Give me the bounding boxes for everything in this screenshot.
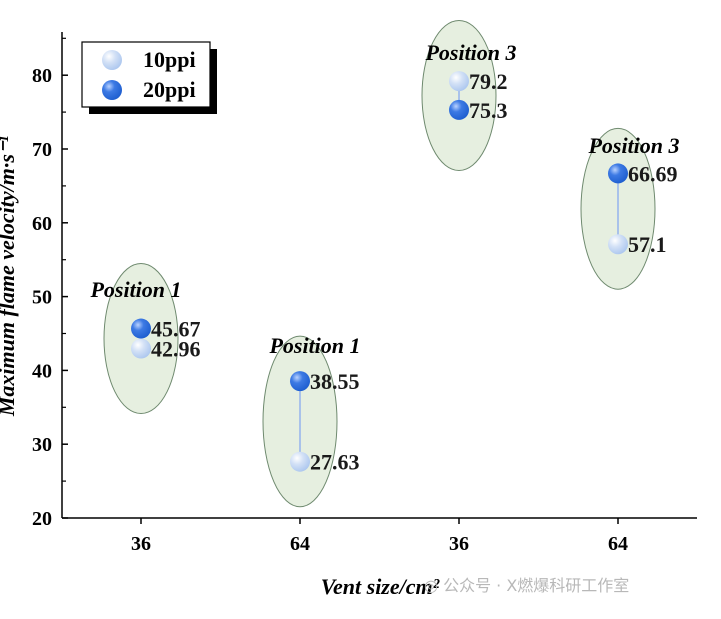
legend-layer: 10ppi 20ppi bbox=[81, 41, 217, 114]
axes-layer: 20 30 40 50 60 70 80 36 64 36 64 Vent size/cm² Maxim… bbox=[0, 32, 697, 599]
wechat-icon: ◎ bbox=[424, 576, 438, 595]
point-10ppi bbox=[449, 71, 469, 92]
y-axis-title: Maximum flame velocity/m·s⁻¹ bbox=[0, 136, 19, 417]
y-tick-label: 70 bbox=[32, 139, 52, 161]
legend-box bbox=[81, 41, 211, 108]
group-label: Position 3 bbox=[587, 133, 679, 158]
data-label-20ppi: 38.55 bbox=[310, 369, 360, 394]
point-20ppi bbox=[131, 318, 151, 339]
y-tick-label: 40 bbox=[32, 360, 52, 382]
x-tick-label: 36 bbox=[131, 533, 151, 555]
point-10ppi bbox=[608, 234, 628, 255]
data-label-10ppi: 42.96 bbox=[151, 337, 201, 362]
legend-marker-20ppi bbox=[102, 80, 122, 100]
data-label-10ppi: 57.1 bbox=[628, 232, 667, 257]
point-20ppi bbox=[449, 99, 469, 120]
group-label: Position 1 bbox=[268, 333, 360, 358]
legend-label-10ppi: 10ppi bbox=[143, 47, 196, 72]
x-tick-label: 64 bbox=[608, 533, 628, 555]
point-10ppi bbox=[131, 338, 151, 359]
y-tick-label: 60 bbox=[32, 213, 52, 235]
data-label-10ppi: 27.63 bbox=[310, 450, 360, 475]
data-label-10ppi: 79.2 bbox=[469, 69, 508, 94]
data-group: Position 3 79.2 75.3 bbox=[421, 19, 517, 171]
watermark-text: 公众号 · X燃爆科研工作室 bbox=[443, 576, 630, 595]
x-axis-title: Vent size/cm² bbox=[321, 574, 440, 599]
legend-marker-10ppi bbox=[102, 50, 122, 70]
y-tick-label: 20 bbox=[32, 508, 52, 530]
x-tick-label: 36 bbox=[449, 533, 469, 555]
data-group: Position 3 57.1 66.69 bbox=[580, 127, 680, 290]
y-tick-label: 80 bbox=[32, 65, 52, 87]
data-label-20ppi: 75.3 bbox=[469, 98, 508, 123]
y-tick-label: 50 bbox=[32, 287, 52, 309]
data-group: Position 1 27.63 38.55 bbox=[262, 333, 361, 508]
y-tick-label: 30 bbox=[32, 434, 52, 456]
point-10ppi bbox=[290, 451, 310, 472]
legend-label-20ppi: 20ppi bbox=[143, 77, 196, 102]
watermark: ◎ 公众号 · X燃爆科研工作室 bbox=[424, 572, 629, 596]
x-tick-label: 64 bbox=[290, 533, 310, 555]
group-label: Position 3 bbox=[424, 40, 516, 65]
data-label-20ppi: 45.67 bbox=[151, 317, 201, 342]
group-label: Position 1 bbox=[89, 277, 181, 302]
point-20ppi bbox=[608, 163, 628, 184]
point-20ppi bbox=[290, 371, 310, 392]
data-label-20ppi: 66.69 bbox=[628, 161, 678, 186]
